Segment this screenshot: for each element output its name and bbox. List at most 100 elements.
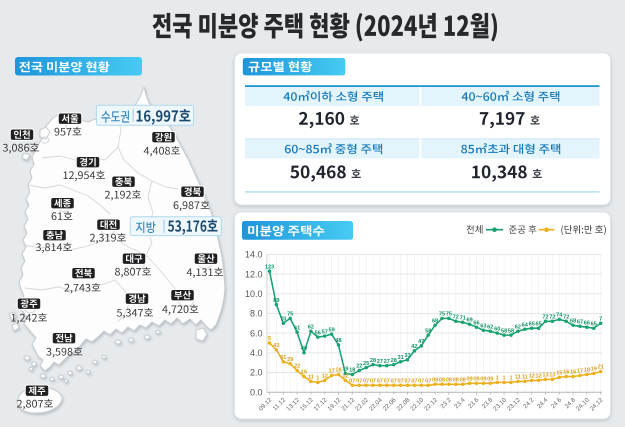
svg-text:63: 63 — [480, 323, 486, 329]
svg-text:18: 18 — [584, 368, 590, 374]
svg-text:15: 15 — [556, 371, 562, 377]
svg-text:08: 08 — [446, 378, 452, 384]
svg-text:07: 07 — [397, 379, 403, 385]
svg-text:12.0: 12.0 — [245, 269, 263, 279]
svg-text:07: 07 — [384, 379, 390, 385]
svg-text:09: 09 — [487, 377, 493, 383]
svg-text:08: 08 — [432, 378, 438, 384]
svg-text:07: 07 — [425, 379, 431, 385]
svg-text:70: 70 — [280, 317, 286, 323]
svg-text:65: 65 — [529, 321, 535, 327]
svg-text:62: 62 — [308, 324, 314, 330]
svg-text:71: 71 — [460, 316, 466, 322]
svg-text:28: 28 — [391, 358, 397, 364]
svg-text:65: 65 — [591, 321, 597, 327]
svg-text:61: 61 — [294, 325, 300, 331]
svg-text:68: 68 — [432, 319, 438, 325]
svg-text:69: 69 — [466, 318, 472, 324]
svg-text:07: 07 — [411, 379, 417, 385]
svg-text:14.0: 14.0 — [245, 250, 263, 260]
svg-text:27: 27 — [384, 359, 390, 365]
svg-text:31: 31 — [280, 355, 286, 361]
svg-text:09: 09 — [466, 377, 472, 383]
svg-text:1: 1 — [496, 376, 499, 382]
svg-text:07: 07 — [404, 379, 410, 385]
svg-text:7: 7 — [599, 317, 602, 323]
svg-text:43: 43 — [273, 343, 279, 349]
svg-text:72: 72 — [542, 315, 548, 321]
svg-text:31: 31 — [397, 355, 403, 361]
svg-text:21: 21 — [598, 365, 604, 371]
svg-text:56: 56 — [315, 330, 321, 336]
svg-text:60: 60 — [494, 326, 500, 332]
svg-text:22: 22 — [294, 364, 300, 370]
svg-text:16: 16 — [301, 370, 307, 376]
svg-text:47: 47 — [418, 339, 424, 345]
svg-text:0.0: 0.0 — [250, 387, 263, 397]
svg-text:12: 12 — [322, 374, 328, 380]
svg-text:07: 07 — [418, 379, 424, 385]
svg-text:07: 07 — [370, 379, 376, 385]
svg-text:08: 08 — [439, 378, 445, 384]
svg-text:8.0: 8.0 — [250, 309, 263, 319]
svg-text:07: 07 — [391, 379, 397, 385]
svg-text:68: 68 — [570, 319, 576, 325]
svg-text:1: 1 — [316, 376, 319, 382]
svg-text:13: 13 — [549, 373, 555, 379]
svg-text:58: 58 — [508, 328, 514, 334]
svg-text:74: 74 — [556, 313, 563, 319]
svg-text:28: 28 — [370, 358, 376, 364]
svg-text:1: 1 — [503, 376, 506, 382]
svg-text:12: 12 — [529, 374, 535, 380]
svg-text:09: 09 — [480, 377, 486, 383]
svg-text:08: 08 — [453, 378, 459, 384]
svg-text:08: 08 — [460, 378, 466, 384]
svg-text:40: 40 — [301, 346, 307, 352]
svg-text:19: 19 — [591, 367, 597, 373]
svg-text:6.0: 6.0 — [250, 328, 263, 338]
svg-text:18: 18 — [335, 368, 341, 374]
svg-text:72: 72 — [563, 315, 569, 321]
svg-text:11: 11 — [308, 375, 314, 381]
svg-text:67: 67 — [577, 320, 583, 326]
svg-text:33: 33 — [404, 353, 410, 359]
svg-text:62: 62 — [515, 324, 521, 330]
svg-text:19: 19 — [342, 367, 348, 373]
svg-text:18: 18 — [349, 368, 355, 374]
svg-text:59: 59 — [328, 327, 334, 333]
svg-text:75: 75 — [446, 312, 452, 318]
svg-text:17: 17 — [577, 369, 583, 375]
svg-text:12: 12 — [535, 374, 541, 380]
svg-text:89: 89 — [273, 298, 279, 304]
svg-text:16: 16 — [563, 370, 569, 376]
svg-text:17: 17 — [328, 369, 334, 375]
svg-text:1: 1 — [509, 376, 512, 382]
svg-text:5: 5 — [268, 336, 271, 342]
svg-text:11: 11 — [522, 375, 528, 381]
svg-text:27: 27 — [377, 359, 383, 365]
svg-text:58: 58 — [425, 328, 431, 334]
svg-text:66: 66 — [584, 320, 590, 326]
svg-text:22: 22 — [356, 364, 362, 370]
svg-text:65: 65 — [535, 321, 541, 327]
svg-text:75: 75 — [287, 312, 293, 318]
svg-text:25: 25 — [363, 361, 369, 367]
svg-text:16: 16 — [570, 370, 576, 376]
svg-text:13: 13 — [542, 373, 548, 379]
svg-text:57: 57 — [322, 329, 328, 335]
svg-text:07: 07 — [356, 379, 362, 385]
svg-text:07: 07 — [349, 379, 355, 385]
svg-text:09: 09 — [473, 377, 479, 383]
svg-text:72: 72 — [549, 315, 555, 321]
svg-text:29: 29 — [287, 357, 293, 363]
svg-text:07: 07 — [363, 379, 369, 385]
svg-text:66: 66 — [473, 320, 479, 326]
svg-text:75: 75 — [439, 312, 445, 318]
svg-text:48: 48 — [335, 338, 341, 344]
svg-text:123: 123 — [265, 264, 274, 270]
svg-text:64: 64 — [522, 322, 529, 328]
svg-text:10.0: 10.0 — [245, 289, 263, 299]
svg-text:07: 07 — [377, 379, 383, 385]
svg-text:58: 58 — [501, 328, 507, 334]
svg-text:4.0: 4.0 — [250, 348, 263, 358]
